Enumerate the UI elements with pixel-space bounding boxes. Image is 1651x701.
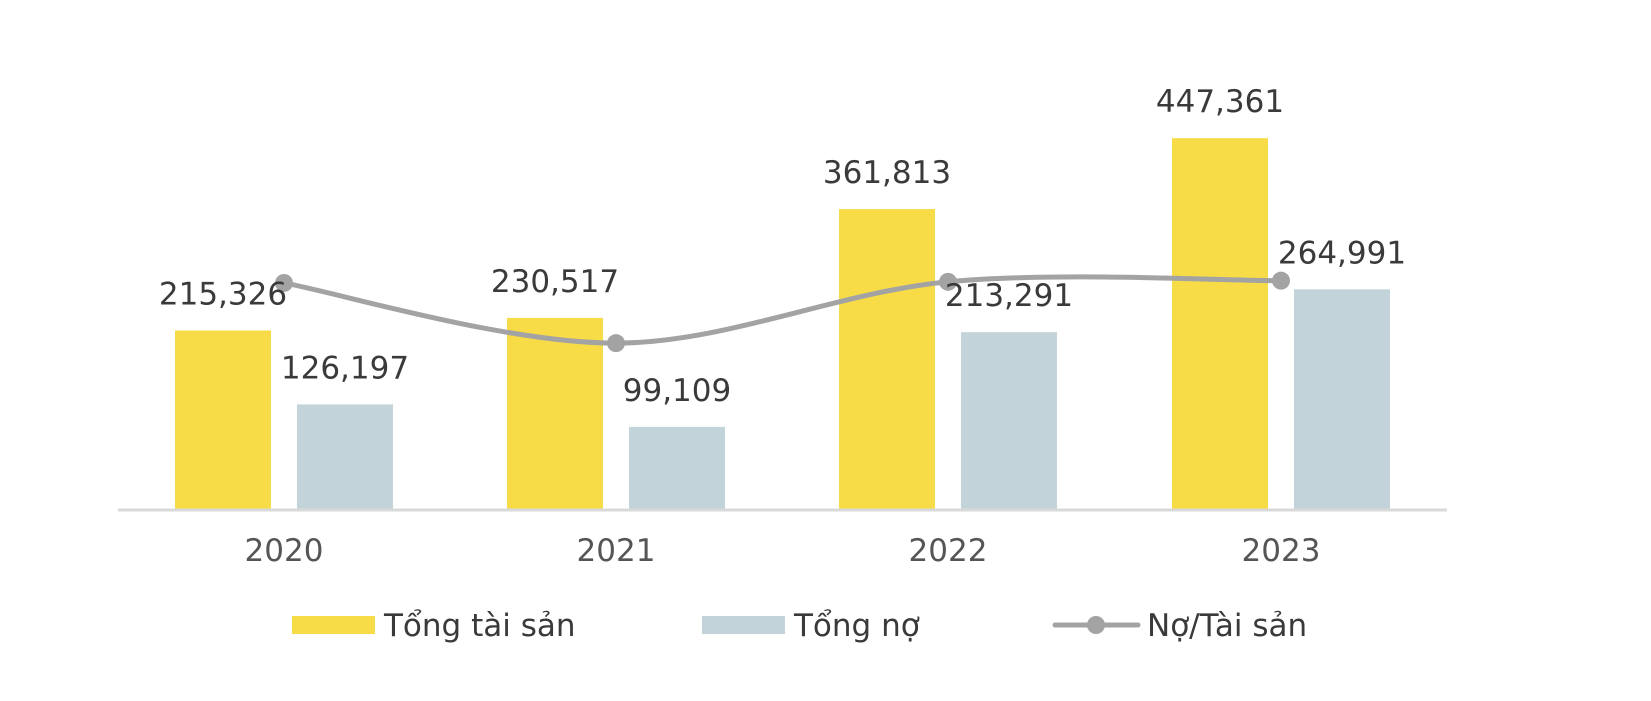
no-tai-san-point-2020 (275, 273, 293, 292)
bar-tong-no-2020 (297, 404, 393, 509)
no-tai-san-line (281, 274, 1284, 346)
data-label: 447,361 (1156, 84, 1284, 120)
legend-item: Tổng nợ (702, 608, 920, 644)
legend-label: Tổng nợ (793, 608, 920, 644)
data-label: 213,291 (945, 278, 1073, 314)
bar-tong-tai-san-2020 (175, 330, 271, 509)
no-tai-san-point-2021 (607, 334, 625, 353)
bars-layer (175, 138, 1390, 510)
bar-tong-tai-san-2022 (839, 209, 935, 510)
data-label: 230,517 (491, 264, 619, 300)
x-tick-labels: 2020 2021 2022 2023 (245, 533, 1321, 569)
legend-item: Tổng tài sản (292, 608, 576, 644)
bar-tong-no-2023 (1294, 289, 1390, 509)
legend-item: Nợ/Tài sản (1052, 608, 1307, 644)
bar-tong-no-2021 (629, 426, 725, 509)
bar-tong-tai-san-2021 (507, 317, 603, 509)
legend-marker (1087, 616, 1105, 634)
bar-tong-tai-san-2023 (1172, 138, 1268, 510)
data-label: 361,813 (823, 155, 951, 191)
line-layer (275, 271, 1290, 353)
data-label: 99,109 (623, 373, 731, 409)
legend-label: Nợ/Tài sản (1147, 608, 1307, 644)
x-tick-label: 2023 (1242, 533, 1321, 569)
legend: Tổng tài sản Tổng nợ Nợ/Tài sản (292, 608, 1307, 644)
data-label: 264,991 (1278, 235, 1406, 271)
x-tick-label: 2022 (909, 533, 988, 569)
no-tai-san-point-2023 (1272, 271, 1290, 290)
no-tai-san-point-2022 (939, 272, 957, 291)
x-tick-label: 2021 (577, 533, 656, 569)
legend-swatch (292, 616, 375, 634)
data-label: 215,326 (159, 277, 287, 313)
data-labels-layer: 215,326 230,517 361,813 447,361 126,197 99,10… (159, 84, 1406, 409)
legend-swatch (702, 616, 785, 634)
legend-label: Tổng tài sản (383, 608, 576, 644)
bar-tong-no-2022 (961, 332, 1057, 509)
data-label: 126,197 (281, 350, 409, 386)
x-tick-label: 2020 (245, 533, 324, 569)
